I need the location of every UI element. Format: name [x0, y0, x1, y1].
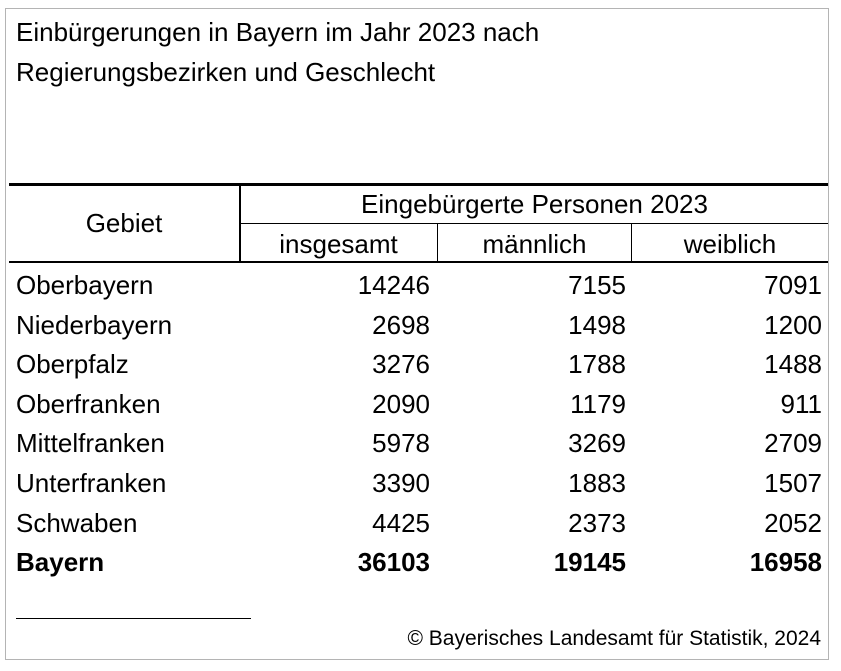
- table-total-row: Bayern 36103 19145 16958: [0, 543, 841, 583]
- cell-gebiet: Schwaben: [16, 507, 138, 538]
- column-header-weiblich: weiblich: [683, 229, 777, 259]
- cell-maennlich: 1179: [570, 388, 626, 419]
- table-row: Oberfranken 2090 1179 911: [0, 385, 841, 425]
- column-header-insgesamt: insgesamt: [279, 229, 398, 259]
- cell-gebiet: Oberbayern: [16, 270, 154, 300]
- cell-insgesamt: 3276: [372, 349, 430, 380]
- table-row: Unterfranken 3390 1883 1507: [0, 464, 841, 504]
- cell-gebiet: Oberpfalz: [16, 349, 129, 380]
- document-frame: [5, 8, 829, 660]
- cell-insgesamt: 4425: [372, 507, 430, 538]
- cell-weiblich: 1507: [764, 467, 822, 498]
- cell-maennlich: 3269: [568, 428, 626, 459]
- cell-weiblich: 911: [780, 388, 822, 419]
- source-note: © Bayerisches Landesamt für Statistik, 2…: [407, 627, 821, 650]
- cell-maennlich: 1883: [568, 467, 626, 498]
- cell-gebiet-total: Bayern: [16, 547, 105, 578]
- cell-insgesamt: 3390: [372, 467, 430, 498]
- footnote-separator: [16, 618, 251, 619]
- cell-weiblich: 2052: [764, 507, 822, 538]
- table-row: Schwaben 4425 2373 2052: [0, 504, 841, 544]
- table-body: Oberbayern 14246 7155 7091 Niederbayern …: [0, 266, 841, 583]
- cell-maennlich-total: 19145: [553, 547, 626, 578]
- cell-gebiet: Mittelfranken: [16, 428, 165, 459]
- cell-maennlich: 2373: [568, 507, 626, 538]
- cell-insgesamt: 14246: [357, 270, 430, 300]
- header-divider-2: [631, 224, 632, 262]
- cell-insgesamt: 2698: [372, 309, 430, 340]
- cell-insgesamt: 5978: [372, 428, 430, 459]
- cell-gebiet: Oberfranken: [16, 388, 161, 419]
- table-row: Niederbayern 2698 1498 1200: [0, 306, 841, 346]
- column-header-gebiet: Gebiet: [85, 208, 163, 238]
- table-row: Oberbayern 14246 7155 7091: [0, 266, 841, 306]
- title-line-1: Einbürgerungen in Bayern im Jahr 2023 na…: [16, 17, 540, 47]
- cell-insgesamt: 2090: [372, 388, 430, 419]
- table-top-rule: [9, 183, 828, 186]
- page-title: Einbürgerungen in Bayern im Jahr 2023 na…: [16, 12, 539, 92]
- column-header-maennlich: männlich: [482, 229, 587, 259]
- cell-gebiet: Unterfranken: [16, 467, 167, 498]
- header-divider-1: [437, 224, 438, 262]
- column-group-header: Eingebürgerte Personen 2023: [361, 189, 708, 219]
- title-line-2: Regierungsbezirken und Geschlecht: [16, 57, 436, 87]
- cell-maennlich: 1498: [568, 309, 626, 340]
- cell-weiblich: 1200: [764, 309, 822, 340]
- header-bottom-rule: [9, 261, 828, 263]
- cell-insgesamt-total: 36103: [357, 547, 430, 578]
- cell-maennlich: 7155: [568, 270, 626, 300]
- cell-weiblich: 1488: [764, 349, 822, 380]
- cell-weiblich-total: 16958: [749, 547, 822, 578]
- table-row: Oberpfalz 3276 1788 1488: [0, 345, 841, 385]
- cell-maennlich: 1788: [568, 349, 626, 380]
- cell-weiblich: 7091: [764, 270, 822, 300]
- table-row: Mittelfranken 5978 3269 2709: [0, 424, 841, 464]
- cell-weiblich: 2709: [764, 428, 822, 459]
- cell-gebiet: Niederbayern: [16, 309, 173, 340]
- header-subdivider: [240, 223, 828, 224]
